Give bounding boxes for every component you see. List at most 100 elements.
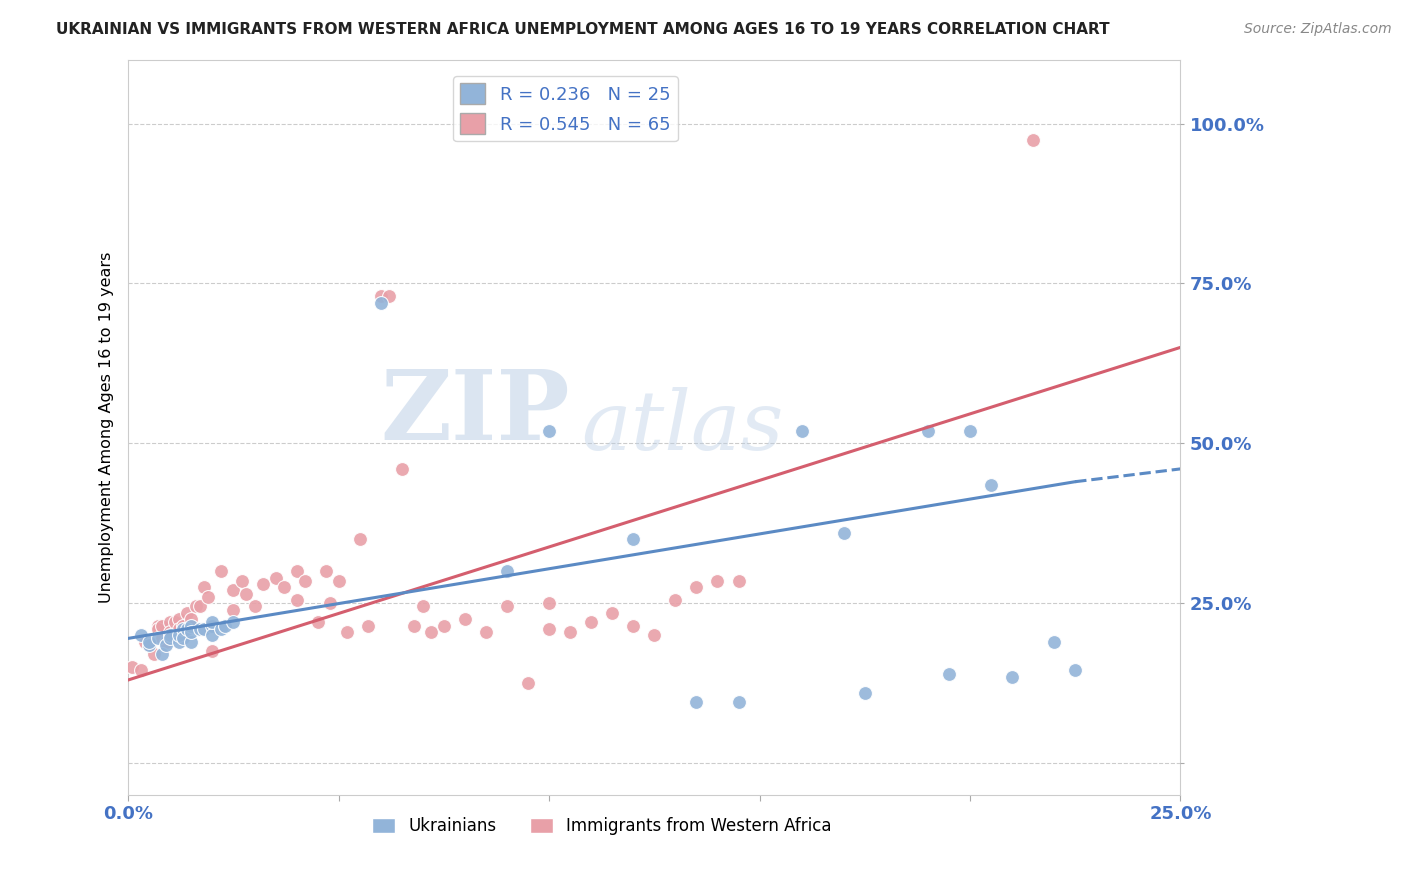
Point	[370, 295, 392, 310]
Point	[454, 612, 477, 626]
Point	[150, 632, 173, 646]
Point	[172, 632, 194, 646]
Point	[176, 606, 198, 620]
Point	[538, 596, 561, 610]
Point	[685, 695, 707, 709]
Point	[727, 574, 749, 588]
Point	[201, 618, 224, 632]
Point	[138, 634, 160, 648]
Point	[172, 618, 194, 632]
Point	[285, 564, 308, 578]
Point	[121, 660, 143, 674]
Point	[180, 612, 202, 626]
Point	[1022, 132, 1045, 146]
Point	[600, 606, 623, 620]
Text: UKRAINIAN VS IMMIGRANTS FROM WESTERN AFRICA UNEMPLOYMENT AMONG AGES 16 TO 19 YEA: UKRAINIAN VS IMMIGRANTS FROM WESTERN AFR…	[56, 22, 1109, 37]
Point	[180, 618, 202, 632]
Point	[231, 574, 253, 588]
Point	[412, 599, 434, 614]
Point	[222, 602, 245, 616]
Point	[235, 586, 257, 600]
Point	[319, 596, 342, 610]
Point	[222, 615, 245, 630]
Point	[938, 666, 960, 681]
Text: ZIP: ZIP	[381, 366, 571, 459]
Point	[790, 424, 813, 438]
Point	[404, 618, 426, 632]
Point	[917, 424, 939, 438]
Point	[184, 599, 207, 614]
Point	[201, 618, 224, 632]
Point	[134, 634, 156, 648]
Point	[176, 622, 198, 636]
Point	[433, 618, 456, 632]
Point	[294, 574, 316, 588]
Point	[621, 533, 644, 547]
Point	[315, 564, 337, 578]
Point	[496, 564, 519, 578]
Point	[159, 632, 181, 646]
Point	[209, 622, 232, 636]
Point	[201, 615, 224, 630]
Point	[201, 628, 224, 642]
Point	[538, 622, 561, 636]
Point	[193, 580, 215, 594]
Point	[209, 564, 232, 578]
Point	[150, 618, 173, 632]
Point	[980, 478, 1002, 492]
Point	[167, 622, 190, 636]
Point	[307, 615, 329, 630]
Text: atlas: atlas	[581, 387, 783, 467]
Legend: R = 0.236   N = 25, R = 0.545   N = 65: R = 0.236 N = 25, R = 0.545 N = 65	[453, 76, 678, 141]
Point	[560, 625, 582, 640]
Point	[727, 695, 749, 709]
Point	[264, 571, 287, 585]
Point	[180, 634, 202, 648]
Point	[167, 634, 190, 648]
Point	[155, 634, 177, 648]
Point	[188, 599, 211, 614]
Point	[370, 289, 392, 303]
Point	[155, 638, 177, 652]
Point	[146, 632, 169, 646]
Point	[193, 622, 215, 636]
Point	[853, 686, 876, 700]
Point	[138, 638, 160, 652]
Point	[328, 574, 350, 588]
Point	[643, 628, 665, 642]
Point	[391, 462, 413, 476]
Point	[142, 648, 165, 662]
Point	[252, 577, 274, 591]
Point	[159, 628, 181, 642]
Point	[159, 625, 181, 640]
Point	[273, 580, 295, 594]
Point	[832, 525, 855, 540]
Point	[150, 648, 173, 662]
Point	[159, 615, 181, 630]
Point	[129, 664, 152, 678]
Point	[706, 574, 728, 588]
Point	[129, 628, 152, 642]
Point	[188, 622, 211, 636]
Point	[420, 625, 443, 640]
Point	[167, 628, 190, 642]
Point	[336, 625, 359, 640]
Point	[579, 615, 602, 630]
Point	[167, 612, 190, 626]
Point	[538, 424, 561, 438]
Point	[1001, 670, 1024, 684]
Point	[197, 590, 219, 604]
Point	[959, 424, 981, 438]
Point	[285, 593, 308, 607]
Text: Source: ZipAtlas.com: Source: ZipAtlas.com	[1244, 22, 1392, 37]
Point	[1043, 634, 1066, 648]
Point	[201, 644, 224, 658]
Point	[517, 676, 540, 690]
Point	[180, 625, 202, 640]
Point	[378, 289, 401, 303]
Point	[172, 622, 194, 636]
Point	[243, 599, 266, 614]
Point	[621, 618, 644, 632]
Point	[138, 638, 160, 652]
Point	[349, 533, 371, 547]
